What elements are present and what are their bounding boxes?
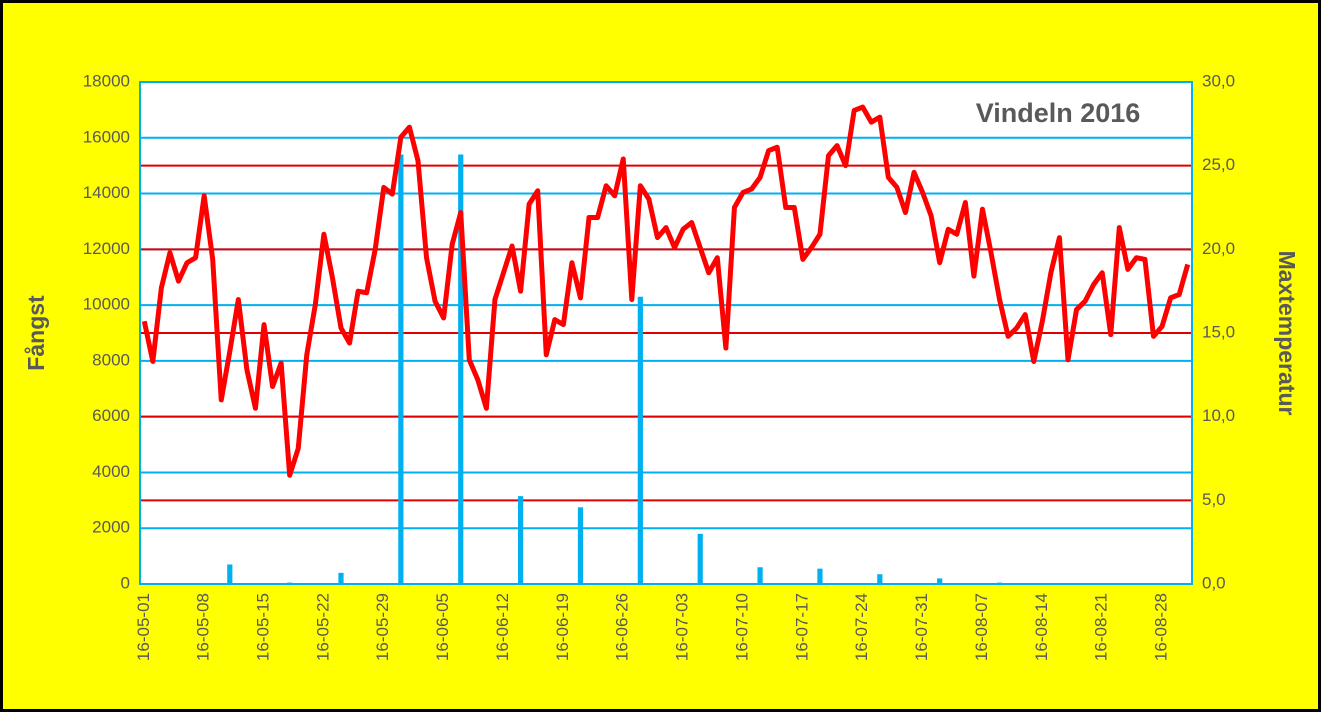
x-tick-label: 16-07-10 xyxy=(732,593,751,661)
x-tick-label: 16-08-07 xyxy=(972,593,991,661)
plot-border xyxy=(139,81,1193,585)
y2-axis-title: Maxtemperatur xyxy=(1274,251,1300,416)
x-tick-label: 16-07-17 xyxy=(792,593,811,661)
x-tick-label: 16-07-31 xyxy=(912,593,931,661)
y-tick-label: 16000 xyxy=(83,127,130,146)
y2-tick-label: 0,0 xyxy=(1202,573,1226,592)
bar xyxy=(227,564,233,584)
line xyxy=(141,104,1191,478)
x-tick-label: 16-08-28 xyxy=(1152,593,1171,661)
x-tick-label: 16-05-01 xyxy=(134,593,153,661)
bar xyxy=(458,154,464,584)
bar xyxy=(518,496,524,584)
y-tick-label: 8000 xyxy=(92,350,130,369)
y-tick-label: 14000 xyxy=(83,183,130,202)
y2-tick-label: 25,0 xyxy=(1202,155,1235,174)
bar xyxy=(637,296,643,584)
y-axis-title: Fångst xyxy=(23,295,49,371)
y2-tick-label: 10,0 xyxy=(1202,406,1235,425)
y-tick-label: 4000 xyxy=(92,462,130,481)
bar xyxy=(817,568,823,584)
x-tick-label: 16-05-29 xyxy=(373,593,392,661)
y2-tick-label: 20,0 xyxy=(1202,239,1235,258)
y2-tick-label: 30,0 xyxy=(1202,71,1235,90)
x-tick-label: 16-05-08 xyxy=(194,593,213,661)
bar xyxy=(877,574,883,584)
bar xyxy=(577,507,584,584)
y2-tick-label: 15,0 xyxy=(1202,322,1235,341)
bar xyxy=(398,154,404,584)
x-tick-label: 16-06-19 xyxy=(553,593,572,661)
bar xyxy=(757,567,763,584)
y2-tick-label: 5,0 xyxy=(1202,490,1226,509)
x-tick-label: 16-07-24 xyxy=(852,593,871,661)
x-tick-label: 16-08-21 xyxy=(1092,593,1111,661)
x-tick-label: 16-06-05 xyxy=(433,593,452,661)
chart-title: Vindeln 2016 xyxy=(976,98,1141,128)
y-tick-label: 0 xyxy=(121,573,130,592)
y-tick-label: 18000 xyxy=(83,71,130,90)
bar xyxy=(697,533,703,584)
y-tick-label: 10000 xyxy=(83,295,130,314)
marks xyxy=(141,104,1191,584)
bar xyxy=(937,578,943,584)
y-tick-label: 2000 xyxy=(92,518,130,537)
x-tick-label: 16-05-15 xyxy=(254,593,273,661)
bar xyxy=(338,572,344,584)
x-tick-label: 16-05-22 xyxy=(313,593,332,661)
y-tick-label: 6000 xyxy=(92,406,130,425)
x-tick-label: 16-08-14 xyxy=(1032,593,1051,661)
x-tick-label: 16-06-26 xyxy=(613,593,632,661)
x-tick-label: 16-07-03 xyxy=(673,593,692,661)
x-tick-label: 16-06-12 xyxy=(493,593,512,661)
y-tick-label: 12000 xyxy=(83,239,130,258)
